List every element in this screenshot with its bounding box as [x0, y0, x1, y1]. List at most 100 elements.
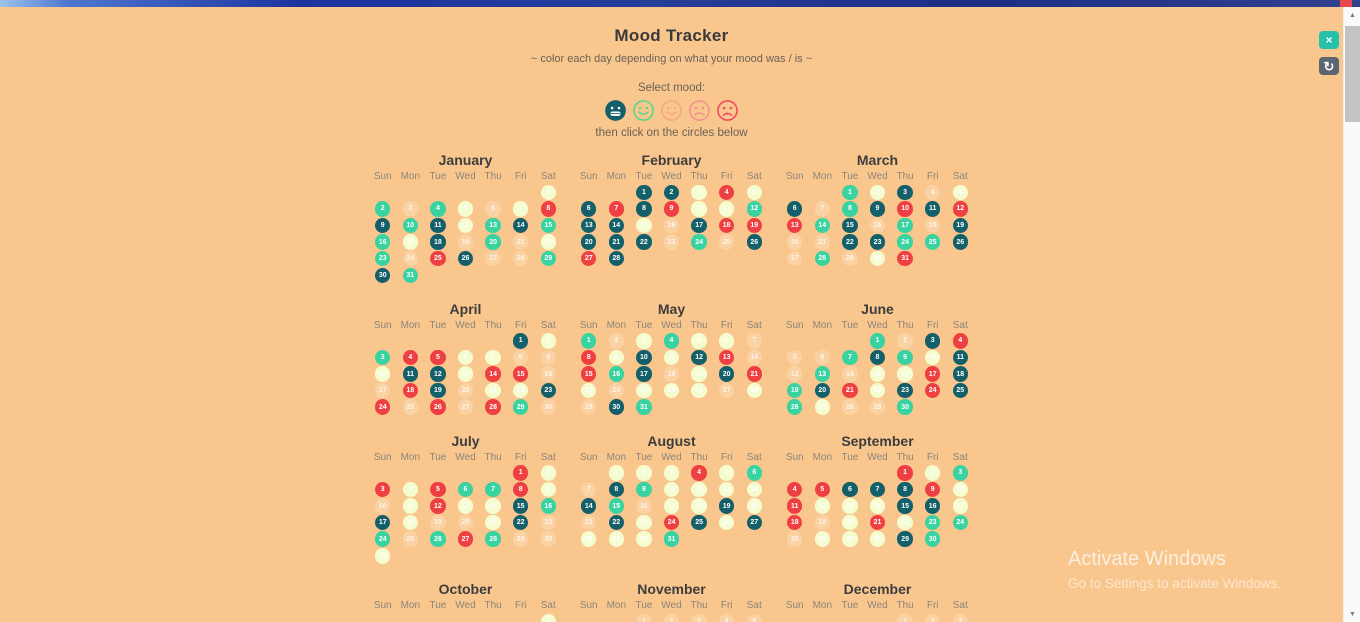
- day-circle-may-22[interactable]: 22: [580, 382, 597, 399]
- day-circle-june-8[interactable]: 8: [869, 349, 886, 366]
- day-circle-september-20[interactable]: 20: [842, 514, 858, 531]
- day-circle-july-22[interactable]: 22: [512, 514, 529, 531]
- day-circle-march-15[interactable]: 15: [842, 217, 858, 234]
- day-circle-november-3[interactable]: 3: [691, 613, 707, 622]
- day-circle-march-27[interactable]: 27: [786, 250, 803, 267]
- day-circle-june-30[interactable]: 30: [897, 399, 913, 415]
- day-circle-august-17[interactable]: 17: [663, 498, 680, 514]
- day-circle-january-6[interactable]: 6: [485, 201, 501, 217]
- day-circle-january-16[interactable]: 16: [374, 234, 391, 250]
- day-circle-february-22[interactable]: 22: [636, 234, 652, 250]
- day-circle-september-27[interactable]: 27: [842, 531, 858, 547]
- day-circle-march-22[interactable]: 22: [842, 234, 858, 250]
- day-circle-august-26[interactable]: 26: [718, 514, 735, 531]
- day-circle-december-3[interactable]: 3: [952, 613, 969, 622]
- day-circle-january-11[interactable]: 11: [430, 217, 446, 234]
- day-circle-march-9[interactable]: 9: [869, 201, 886, 217]
- day-circle-july-4[interactable]: 4: [402, 481, 419, 498]
- day-circle-september-9[interactable]: 9: [924, 481, 941, 498]
- day-circle-september-14[interactable]: 14: [869, 498, 886, 514]
- day-circle-june-18[interactable]: 18: [952, 366, 969, 382]
- day-circle-september-23[interactable]: 23: [924, 514, 941, 531]
- day-circle-june-3[interactable]: 3: [924, 333, 941, 349]
- day-circle-february-27[interactable]: 27: [580, 250, 597, 267]
- day-circle-march-16[interactable]: 16: [869, 217, 886, 234]
- day-circle-september-13[interactable]: 13: [842, 498, 858, 514]
- day-circle-april-11[interactable]: 11: [402, 366, 419, 382]
- day-circle-june-6[interactable]: 6: [814, 349, 831, 366]
- day-circle-september-3[interactable]: 3: [952, 465, 969, 481]
- day-circle-february-7[interactable]: 7: [608, 201, 625, 217]
- day-circle-january-2[interactable]: 2: [374, 201, 391, 217]
- day-circle-february-21[interactable]: 21: [608, 234, 625, 250]
- day-circle-august-18[interactable]: 18: [691, 498, 707, 514]
- day-circle-august-8[interactable]: 8: [608, 481, 625, 498]
- day-circle-august-27[interactable]: 27: [746, 514, 763, 531]
- day-circle-april-19[interactable]: 19: [430, 382, 446, 399]
- day-circle-may-12[interactable]: 12: [691, 349, 707, 366]
- day-circle-june-28[interactable]: 28: [842, 399, 858, 415]
- day-circle-august-16[interactable]: 16: [636, 498, 652, 514]
- day-circle-june-24[interactable]: 24: [924, 382, 941, 399]
- day-circle-july-1[interactable]: 1: [512, 465, 529, 481]
- day-circle-march-21[interactable]: 21: [814, 234, 831, 250]
- day-circle-september-15[interactable]: 15: [897, 498, 913, 514]
- day-circle-january-9[interactable]: 9: [374, 217, 391, 234]
- day-circle-august-30[interactable]: 30: [636, 531, 652, 547]
- day-circle-june-17[interactable]: 17: [924, 366, 941, 382]
- day-circle-september-22[interactable]: 22: [897, 514, 913, 531]
- day-circle-july-16[interactable]: 16: [540, 498, 557, 514]
- day-circle-march-29[interactable]: 29: [842, 250, 858, 267]
- day-circle-september-26[interactable]: 26: [814, 531, 831, 547]
- day-circle-september-29[interactable]: 29: [897, 531, 913, 547]
- day-circle-september-10[interactable]: 10: [952, 481, 969, 498]
- day-circle-march-4[interactable]: 4: [924, 184, 941, 201]
- day-circle-july-31[interactable]: 31: [374, 548, 391, 564]
- mood-sad-button[interactable]: [688, 99, 711, 122]
- day-circle-january-4[interactable]: 4: [430, 201, 446, 217]
- day-circle-january-21[interactable]: 21: [512, 234, 529, 250]
- day-circle-september-5[interactable]: 5: [814, 481, 831, 498]
- day-circle-october-1[interactable]: 1: [540, 613, 557, 622]
- day-circle-june-21[interactable]: 21: [842, 382, 858, 399]
- day-circle-june-11[interactable]: 11: [952, 349, 969, 366]
- day-circle-september-6[interactable]: 6: [842, 481, 858, 498]
- day-circle-august-11[interactable]: 11: [691, 481, 707, 498]
- day-circle-july-20[interactable]: 20: [457, 514, 474, 531]
- day-circle-april-6[interactable]: 6: [457, 349, 474, 366]
- day-circle-april-24[interactable]: 24: [374, 399, 391, 415]
- day-circle-march-26[interactable]: 26: [952, 234, 969, 250]
- day-circle-june-26[interactable]: 26: [786, 399, 803, 415]
- day-circle-september-25[interactable]: 25: [786, 531, 803, 547]
- day-circle-may-31[interactable]: 31: [636, 399, 652, 415]
- day-circle-march-12[interactable]: 12: [952, 201, 969, 217]
- day-circle-august-23[interactable]: 23: [636, 514, 652, 531]
- day-circle-august-12[interactable]: 12: [718, 481, 735, 498]
- day-circle-april-1[interactable]: 1: [512, 333, 529, 349]
- day-circle-july-18[interactable]: 18: [402, 514, 419, 531]
- day-circle-august-5[interactable]: 5: [718, 465, 735, 481]
- day-circle-september-30[interactable]: 30: [924, 531, 941, 547]
- day-circle-may-19[interactable]: 19: [691, 366, 707, 382]
- day-circle-february-28[interactable]: 28: [608, 250, 625, 267]
- day-circle-july-11[interactable]: 11: [402, 498, 419, 514]
- day-circle-may-3[interactable]: 3: [636, 333, 652, 349]
- day-circle-april-25[interactable]: 25: [402, 399, 419, 415]
- day-circle-january-13[interactable]: 13: [485, 217, 501, 234]
- day-circle-july-2[interactable]: 2: [540, 465, 557, 481]
- day-circle-july-7[interactable]: 7: [485, 481, 501, 498]
- day-circle-january-5[interactable]: 5: [457, 201, 474, 217]
- day-circle-may-16[interactable]: 16: [608, 366, 625, 382]
- day-circle-november-5[interactable]: 5: [746, 613, 763, 622]
- day-circle-april-14[interactable]: 14: [485, 366, 501, 382]
- day-circle-july-26[interactable]: 26: [430, 531, 446, 547]
- day-circle-april-27[interactable]: 27: [457, 399, 474, 415]
- day-circle-july-9[interactable]: 9: [540, 481, 557, 498]
- day-circle-july-14[interactable]: 14: [485, 498, 501, 514]
- day-circle-march-28[interactable]: 28: [814, 250, 831, 267]
- day-circle-august-15[interactable]: 15: [608, 498, 625, 514]
- day-circle-august-25[interactable]: 25: [691, 514, 707, 531]
- day-circle-september-1[interactable]: 1: [897, 465, 913, 481]
- day-circle-june-7[interactable]: 7: [842, 349, 858, 366]
- day-circle-march-1[interactable]: 1: [842, 184, 858, 201]
